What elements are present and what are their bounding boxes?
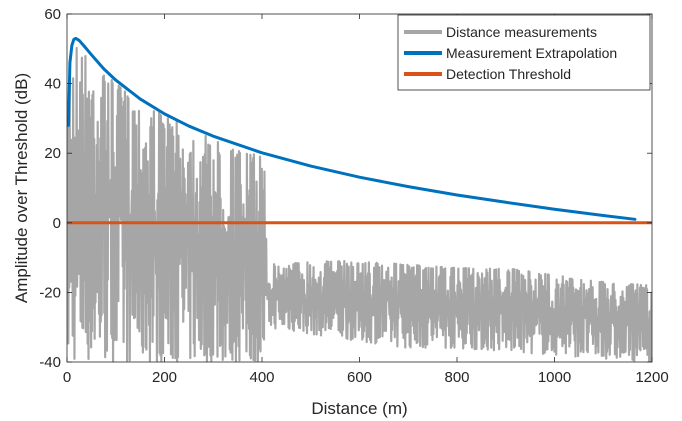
y-tick-label: 20 [44, 145, 61, 162]
x-tick-label: 1200 [635, 369, 668, 386]
y-tick-label: 0 [53, 215, 61, 232]
x-tick-label: 600 [347, 369, 372, 386]
y-axis-label: Amplitude over Threshold (dB) [12, 73, 31, 303]
x-tick-label: 400 [249, 369, 274, 386]
legend: Distance measurements Measurement Extrap… [397, 14, 651, 91]
x-tick-label: 0 [63, 369, 71, 386]
y-tick-label: 40 [44, 76, 61, 93]
x-tick-label: 800 [444, 369, 469, 386]
y-tick-label: -20 [39, 284, 61, 301]
legend-label-detection-threshold: Detection Threshold [446, 66, 571, 82]
series-line-distance-measurements [67, 46, 652, 362]
legend-label-measurement-extrapolation: Measurement Extrapolation [446, 45, 617, 61]
legend-label-distance-measurements: Distance measurements [446, 24, 597, 40]
y-tick-label: -40 [39, 354, 61, 371]
series-line-measurement-extrapolation [67, 36, 637, 221]
x-axis-label: Distance (m) [311, 399, 407, 418]
x-tick-label: 1000 [538, 369, 571, 386]
y-tick-label: 60 [44, 6, 61, 23]
series-layer [67, 36, 652, 362]
x-tick-label: 200 [152, 369, 177, 386]
axis-ticks: 0 200 400 600 800 1000 1200 -40 -20 0 20 40 60 [39, 6, 668, 386]
